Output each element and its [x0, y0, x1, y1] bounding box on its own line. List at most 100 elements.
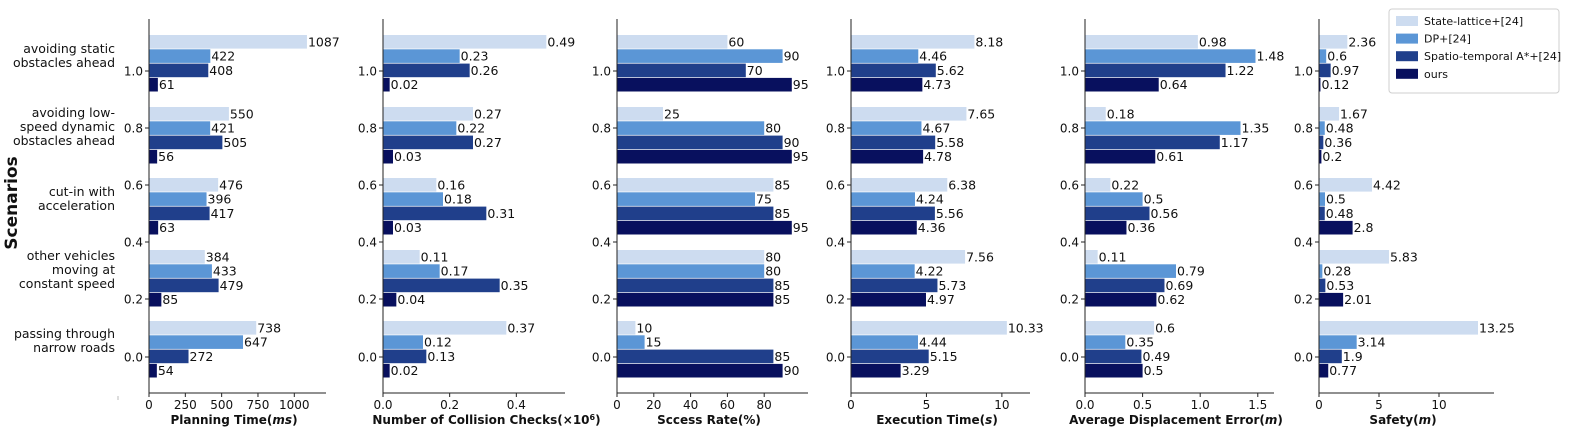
data-label-6-s3-g4: 0.53 — [1326, 278, 1354, 293]
y-tick-label-4-5: 0.0 — [826, 351, 845, 365]
bar-4-s2-g1 — [851, 49, 919, 63]
y-tick-label-2-5: 0.0 — [358, 351, 377, 365]
data-label-6-s2-g2: 0.48 — [1326, 121, 1354, 136]
bar-4-s2-g4 — [851, 264, 915, 278]
bar-3-s3-g5 — [617, 349, 774, 364]
data-label-3-s3-g1: 70 — [747, 63, 763, 78]
bar-1-s4-g4 — [149, 292, 162, 307]
y-tick-label-3-5: 0.0 — [592, 351, 611, 365]
data-label-1-s2-g4: 433 — [213, 264, 237, 279]
y-tick-label-1-4: 0.2 — [124, 293, 143, 307]
bar-1-s2-g4 — [149, 264, 212, 278]
bar-2-s4-g1 — [383, 77, 390, 92]
data-label-4-s3-g2: 5.58 — [936, 135, 964, 150]
panel-3: 6025858010908075801570908585859595958590… — [592, 19, 809, 427]
y-tick-label-2-1: 0.8 — [358, 122, 377, 136]
data-label-1-s3-g2: 505 — [223, 135, 247, 150]
bar-5-s4-g4 — [1085, 292, 1157, 307]
data-label-2-s1-g5: 0.37 — [507, 320, 535, 335]
bar-6-s1-g3 — [1319, 178, 1373, 192]
data-label-4-s4-g1: 4.73 — [923, 77, 951, 92]
y-tick-label-3-3: 0.4 — [592, 236, 611, 250]
bar-4-s2-g3 — [851, 192, 915, 206]
bar-4-s3-g2 — [851, 135, 936, 150]
data-label-4-s1-g1: 8.18 — [975, 34, 1003, 49]
x-tick-label-5-3: 1.5 — [1248, 398, 1267, 412]
bar-5-s1-g3 — [1085, 178, 1111, 192]
panel-5: 0.98 0.18 0.22 0.11 0.6 1.48 1.35 0.5 0.79 0.35 1.… — [1060, 19, 1284, 427]
x-tick-label-2-1: 0.2 — [440, 398, 459, 412]
x-tick-label-5-1: 0.5 — [1133, 398, 1152, 412]
bar-2-s3-g2 — [383, 135, 473, 150]
x-tick-label-2-2: 0.4 — [507, 398, 526, 412]
y-tick-label-4-3: 0.4 — [826, 236, 845, 250]
panel-6: 2.361.674.425.8313.250.60.480.50.283.140… — [1294, 19, 1515, 427]
data-label-6-s4-g1: 0.12 — [1321, 77, 1349, 92]
bar-3-s3-g3 — [617, 206, 774, 221]
data-label-6-s1-g5: 13.25 — [1479, 320, 1515, 335]
data-label-6-s4-g2: 0.2 — [1322, 149, 1342, 164]
x-tick-label-6-2: 10 — [1431, 398, 1446, 412]
data-label-6-s3-g3: 0.48 — [1326, 206, 1354, 221]
bar-2-s2-g2 — [383, 121, 457, 135]
data-label-5-s2-g1: 1.48 — [1256, 49, 1284, 64]
data-label-2-s1-g2: 0.27 — [474, 106, 502, 121]
x-axis-label-2: Number of Collision Checks(×106) — [372, 413, 600, 428]
bar-4-s1-g1 — [851, 35, 975, 49]
data-label-4-s2-g4: 4.22 — [916, 264, 944, 279]
bar-5-s3-g1 — [1085, 63, 1226, 78]
bar-4-s4-g2 — [851, 149, 924, 164]
legend-swatch-4 — [1396, 68, 1418, 79]
bar-6-s3-g2 — [1319, 135, 1324, 150]
data-label-1-s3-g3: 417 — [211, 206, 235, 221]
bar-2-s2-g1 — [383, 49, 460, 63]
data-label-5-s1-g2: 0.18 — [1107, 106, 1135, 121]
y-tick-label-4-1: 0.8 — [826, 122, 845, 136]
data-label-3-s2-g2: 80 — [765, 121, 781, 136]
data-label-1-s1-g1: 1087 — [308, 34, 340, 49]
bar-2-s1-g4 — [383, 250, 420, 264]
data-label-1-s2-g2: 421 — [211, 121, 235, 136]
x-tick-label-3-1: 20 — [646, 398, 661, 412]
data-label-3-s2-g5: 15 — [646, 335, 662, 350]
bar-6-s4-g5 — [1319, 363, 1329, 378]
y-axis-title: Scenarios — [2, 156, 22, 249]
data-label-2-s2-g5: 0.12 — [424, 335, 452, 350]
legend-box — [1388, 8, 1560, 94]
bar-1-s3-g4 — [149, 278, 219, 293]
data-label-5-s1-g1: 0.98 — [1199, 34, 1227, 49]
data-label-5-s1-g5: 0.6 — [1155, 320, 1175, 335]
bar-6-s2-g3 — [1319, 192, 1325, 206]
y-tick-label-6-1: 0.8 — [1294, 122, 1313, 136]
x-tick-label-1-0: 0 — [145, 398, 153, 412]
legend-label-1: State-lattice+[24] — [1424, 15, 1523, 28]
bar-6-s4-g4 — [1319, 292, 1344, 307]
bar-1-s1-g5 — [149, 321, 257, 335]
y-tick-label-4-4: 0.2 — [826, 293, 845, 307]
y-tick-label-4-2: 0.6 — [826, 179, 845, 193]
y-tick-label-2-3: 0.4 — [358, 236, 377, 250]
bar-1-s1-g1 — [149, 35, 307, 49]
bar-5-s2-g2 — [1085, 121, 1241, 135]
x-tick-label-1-4: 1000 — [279, 398, 310, 412]
y-tick-label-3-4: 0.2 — [592, 293, 611, 307]
data-label-5-s2-g2: 1.35 — [1242, 121, 1270, 136]
bar-2-s2-g3 — [383, 192, 443, 206]
data-label-6-s3-g2: 0.36 — [1324, 135, 1352, 150]
x-axis-label-3: Sccess Rate(%) — [657, 413, 761, 427]
legend-swatch-1 — [1396, 16, 1418, 26]
chart-panels: 1087550476384738422421396433647408505417… — [117, 19, 1515, 428]
bar-1-s1-g3 — [149, 178, 219, 192]
bar-1-s4-g1 — [149, 77, 158, 92]
bar-5-s3-g4 — [1085, 278, 1165, 293]
data-label-4-s2-g1: 4.46 — [919, 49, 947, 64]
data-label-4-s3-g5: 5.15 — [930, 349, 958, 364]
bar-2-s1-g5 — [383, 321, 507, 335]
x-tick-label-5-2: 1.0 — [1191, 398, 1210, 412]
bar-4-s1-g3 — [851, 178, 948, 192]
data-label-2-s3-g2: 0.27 — [474, 135, 502, 150]
x-tick-label-2-0: 0.0 — [373, 398, 392, 412]
y-tick-label-6-4: 0.2 — [1294, 293, 1313, 307]
data-label-3-s4-g2: 95 — [793, 149, 809, 164]
data-label-1-s1-g2: 550 — [230, 106, 254, 121]
